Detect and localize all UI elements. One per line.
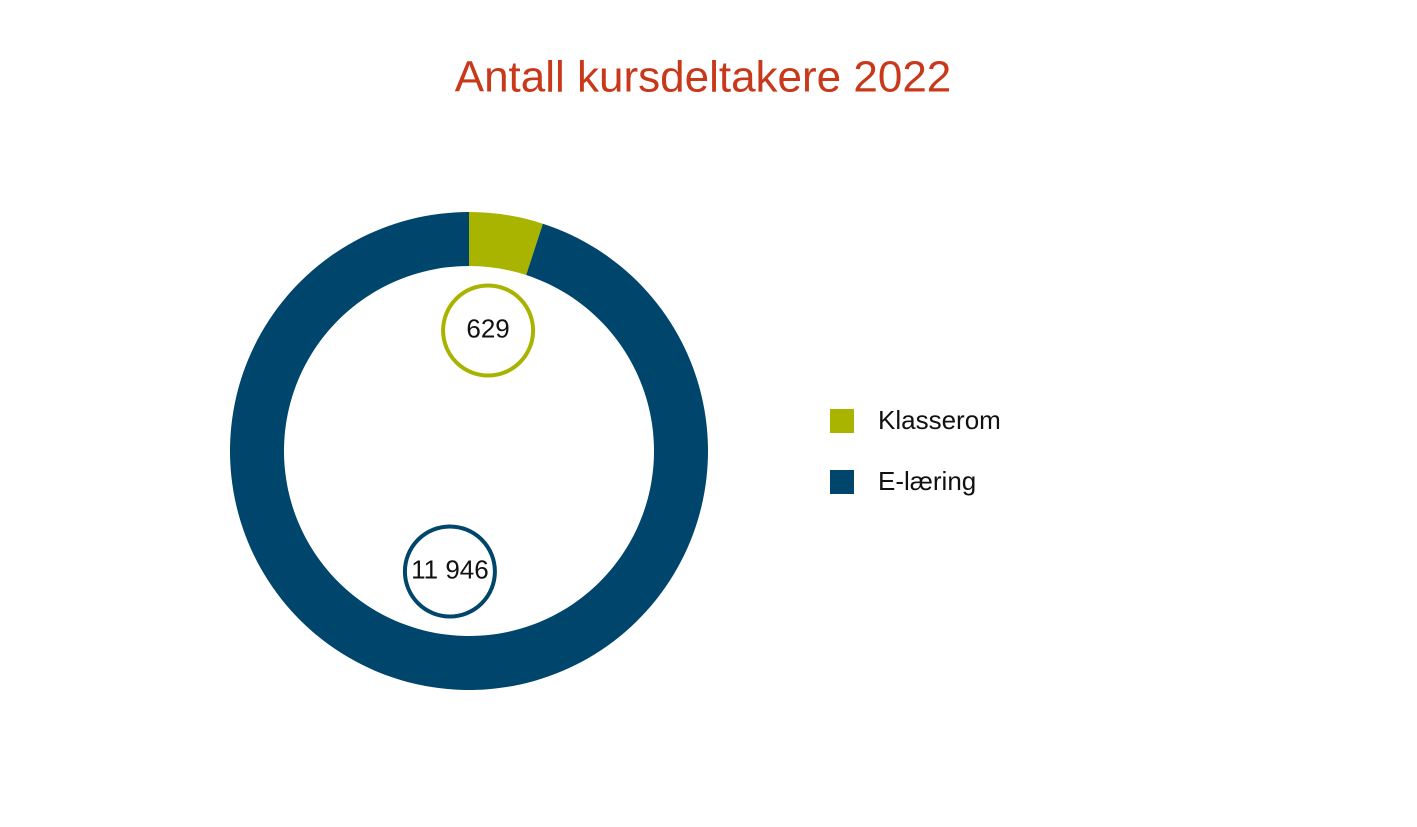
chart-title: Antall kursdeltakere 2022 <box>455 53 952 102</box>
value-label: 629 <box>466 313 509 343</box>
donut-slice <box>469 212 543 276</box>
value-label-bubble <box>441 283 536 378</box>
legend-swatch <box>830 470 854 494</box>
legend-label: Klasserom <box>878 405 1001 435</box>
legend-label: E-læring <box>878 466 976 496</box>
value-label: 11 946 <box>411 554 489 584</box>
legend-swatch <box>830 409 854 433</box>
value-label-bubble <box>402 524 497 619</box>
